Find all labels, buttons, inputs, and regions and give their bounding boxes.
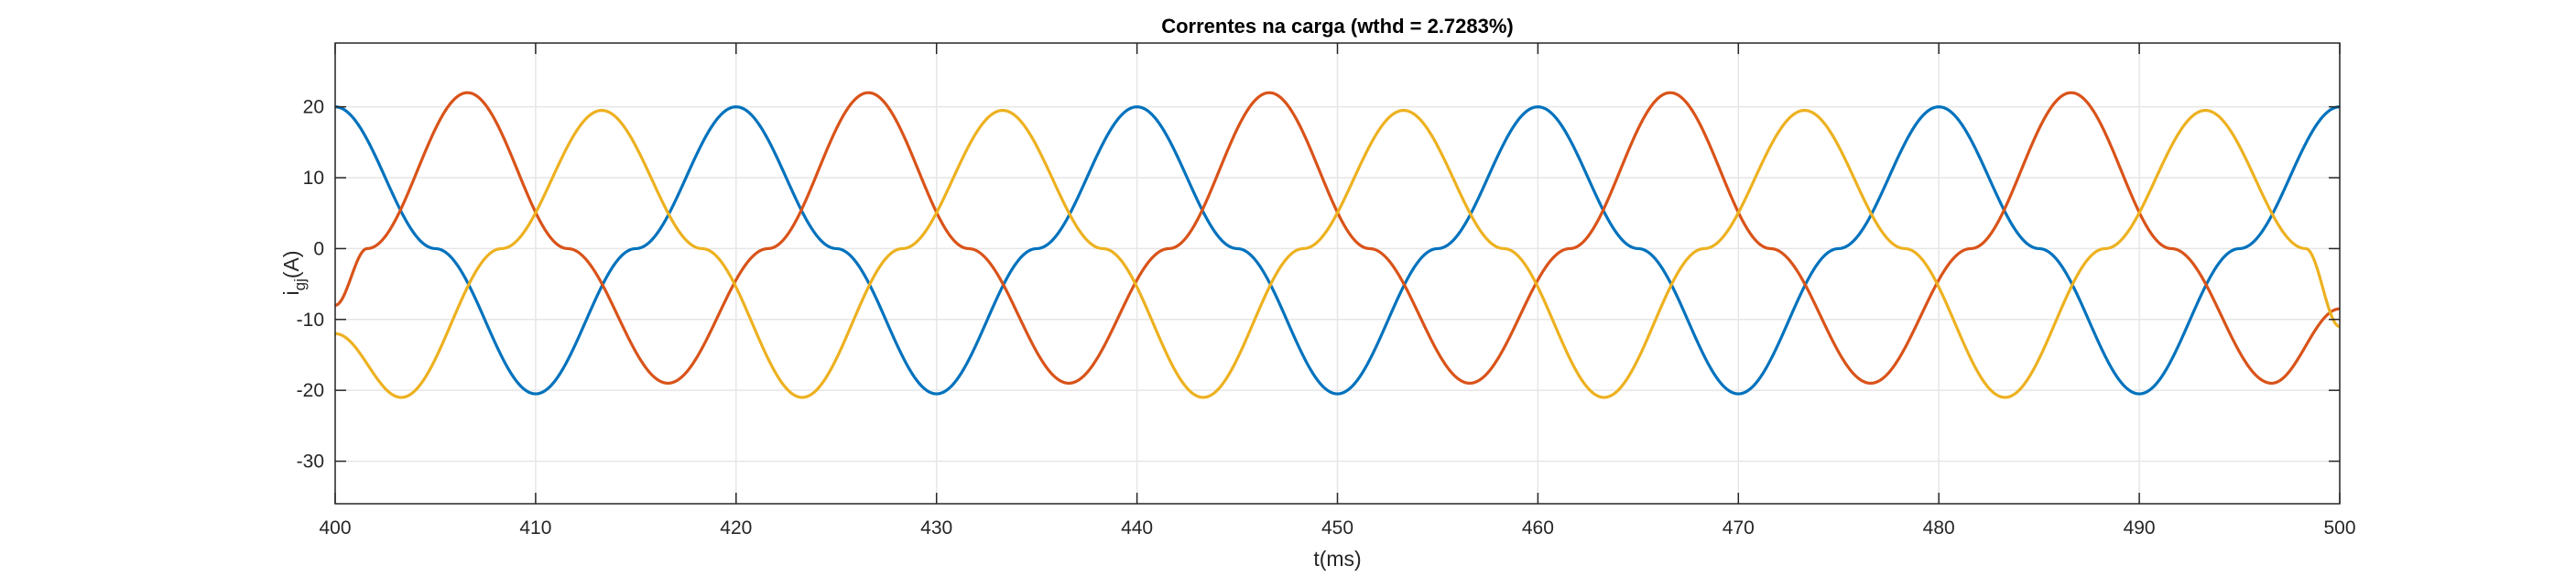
y-axis-label: igj(A)	[279, 250, 309, 295]
y-axis-label-main: i	[279, 290, 303, 295]
y-tick-label: 0	[313, 238, 324, 259]
x-tick-label: 470	[1723, 517, 1755, 539]
y-axis-label-subscript: gj	[291, 278, 309, 290]
x-tick-label: 410	[519, 517, 551, 539]
x-tick-label: 430	[920, 517, 952, 539]
x-axis-label: t(ms)	[1313, 547, 1361, 571]
series-line-2	[334, 91, 2341, 386]
chart-title: Correntes na carga (wthd = 2.7283%)	[1161, 15, 1514, 38]
series-group	[334, 91, 2341, 399]
y-tick-label: -30	[297, 452, 324, 473]
x-tick-label: 480	[1923, 517, 1955, 539]
y-tick-label: 20	[303, 97, 324, 118]
x-tick-label: 460	[1522, 517, 1554, 539]
grid	[334, 43, 2341, 504]
series-line-3	[334, 108, 2341, 399]
x-tick-label: 450	[1321, 517, 1353, 539]
y-tick-label: -10	[297, 310, 324, 331]
x-tick-label: 500	[2323, 517, 2355, 539]
y-tick-label: -20	[297, 380, 324, 401]
ticks: 400 410 420 430 440 450 460 470 480 490 500 -30 -20 -…	[297, 43, 2356, 539]
x-tick-label: 490	[2124, 517, 2156, 539]
x-tick-label: 440	[1121, 517, 1153, 539]
x-tick-label: 400	[319, 517, 351, 539]
y-tick-label: 10	[303, 168, 324, 189]
x-tick-label: 420	[720, 517, 752, 539]
y-axis-label-suffix: (A)	[279, 250, 303, 278]
